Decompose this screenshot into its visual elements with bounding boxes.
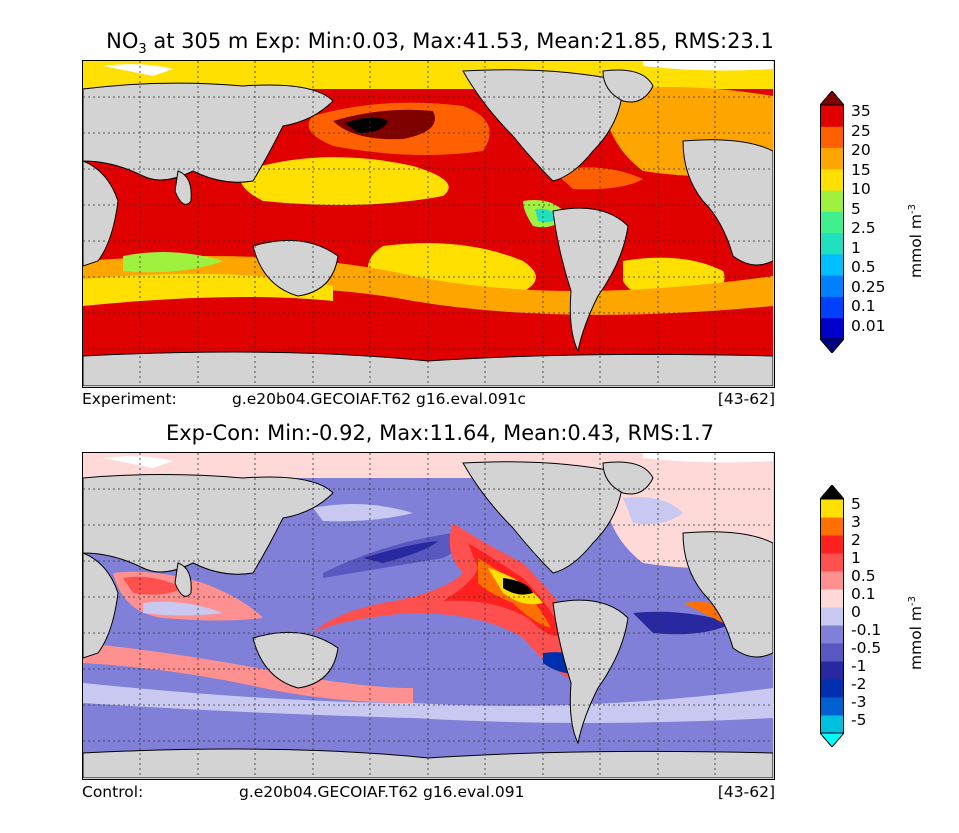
difference-colorbar-segment: [820, 499, 844, 518]
difference-colorbar-tick-label: 5: [851, 495, 861, 513]
experiment-colorbar-tick-label: 25: [851, 121, 871, 140]
experiment-colorbar-tick-label: 15: [851, 160, 871, 179]
control-years: [43-62]: [717, 783, 775, 801]
experiment-colorbar-segment: [820, 126, 844, 149]
difference-colorbar-segment: [820, 607, 844, 626]
difference-colorbar-tick-label: -0.5: [851, 639, 882, 657]
difference-colorbar-segment: [820, 697, 844, 716]
experiment-colorbar-segment: [820, 275, 844, 297]
difference-map: [82, 452, 775, 780]
difference-colorbar-segment: [820, 589, 844, 608]
difference-colorbar-segment: [820, 571, 844, 590]
experiment-colorbar-tick-label: 35: [851, 102, 871, 120]
experiment-colorbar-tick-label: 1: [851, 238, 861, 257]
experiment-colorbar-tick-label: 10: [851, 180, 871, 198]
difference-colorbar-ticks: 5 3 2 1 0.5 0.1 0 -0.1 -0.5 -1 -2 -3 -5: [851, 496, 901, 727]
experiment-label: Experiment:: [82, 390, 177, 408]
experiment-colorbar-segment: [820, 168, 844, 191]
experiment-colorbar-segment: [820, 232, 844, 255]
experiment-units: mmol m-3: [907, 204, 926, 278]
difference-colorbar-segment: [820, 625, 844, 644]
experiment-colorbar: [818, 90, 846, 357]
difference-colorbar: [818, 484, 846, 751]
experiment-years: [43-62]: [717, 390, 775, 408]
difference-colorbar-segment: [820, 661, 844, 680]
experiment-colorbar-tick-label: 0.25: [851, 277, 886, 296]
difference-colorbar-tick-label: 3: [851, 513, 861, 531]
difference-colorbar-segment: [820, 553, 844, 572]
experiment-colorbar-segment: [820, 317, 844, 340]
control-case: g.e20b04.GECOIAF.T62 g16.eval.091: [239, 783, 525, 801]
experiment-colorbar-segment: [820, 147, 844, 170]
difference-colorbar-tick-label: 0.5: [851, 567, 876, 585]
difference-units: mmol m-3: [907, 596, 926, 670]
difference-colorbar-tick-label: 2: [851, 531, 861, 549]
difference-colorbar-tick-label: -0.1: [851, 621, 882, 639]
experiment-colorbar-tick-label: 2.5: [851, 219, 876, 237]
difference-colorbar-tick-label: -2: [851, 675, 867, 693]
difference-colorbar-segment: [820, 679, 844, 698]
difference-colorbar-tick-label: 0: [851, 603, 861, 621]
difference-colorbar-segment: [820, 517, 844, 536]
difference-colorbar-tick-label: -3: [851, 693, 867, 711]
difference-colorbar-max-extend: [818, 484, 846, 500]
difference-colorbar-min-extend: [818, 732, 846, 748]
experiment-colorbar-tick-label: 20: [851, 141, 871, 159]
experiment-colorbar-segment: [820, 253, 844, 276]
experiment-map: [82, 60, 775, 388]
difference-colorbar-segment: [820, 535, 844, 554]
control-label: Control:: [82, 783, 144, 801]
experiment-colorbar-segment: [820, 190, 844, 212]
difference-colorbar-tick-label: -1: [851, 657, 867, 675]
experiment-colorbar-ticks: 35 25 20 15 10 5 2.5 1 0.5 0.25 0.1 0.01: [851, 103, 901, 335]
experiment-colorbar-segment: [820, 211, 844, 234]
experiment-case: g.e20b04.GECOIAF.T62 g16.eval.091c: [232, 390, 527, 408]
difference-colorbar-tick-label: -5: [851, 711, 867, 729]
difference-colorbar-tick-label: 0.1: [851, 585, 876, 603]
experiment-colorbar-tick-label: 0.01: [851, 316, 886, 335]
difference-colorbar-tick-label: 1: [851, 549, 861, 567]
top-panel-title: NO3 at 305 m Exp: Min:0.03, Max:41.53, M…: [106, 29, 774, 58]
experiment-colorbar-tick-label: 5: [851, 199, 861, 218]
experiment-colorbar-segment: [820, 105, 844, 127]
experiment-colorbar-segment: [820, 296, 844, 319]
bottom-panel-title: Exp-Con: Min:-0.92, Max:11.64, Mean:0.43…: [165, 421, 715, 445]
experiment-colorbar-tick-label: 0.5: [851, 258, 876, 276]
difference-colorbar-segment: [820, 643, 844, 662]
experiment-colorbar-min-extend: [818, 338, 846, 354]
experiment-colorbar-tick-label: 0.1: [851, 297, 876, 315]
experiment-colorbar-max-extend: [818, 90, 846, 106]
difference-colorbar-segment: [820, 715, 844, 734]
